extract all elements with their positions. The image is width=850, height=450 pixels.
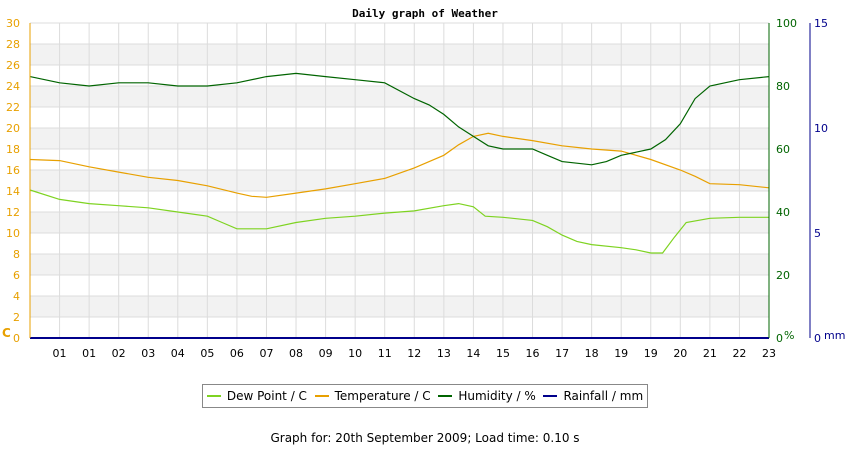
plot-bands (30, 23, 769, 338)
x-tick-label: 21 (703, 347, 717, 360)
plot-band (30, 86, 769, 107)
legend-label: Humidity / % (458, 389, 536, 403)
y-right-humidity-tick-label: 100 (776, 17, 797, 30)
plot-band (30, 107, 769, 128)
y-left-tick-label: 12 (6, 206, 20, 219)
plot-band (30, 212, 769, 233)
plot-band (30, 296, 769, 317)
x-tick-label: 20 (673, 347, 687, 360)
x-tick-label: 05 (200, 347, 214, 360)
x-tick-label: 14 (466, 347, 480, 360)
y-right-humidity-axis-label: % (784, 329, 794, 342)
x-tick-label: 18 (585, 347, 599, 360)
x-tick-label: 17 (555, 347, 569, 360)
y-left-tick-label: 26 (6, 59, 20, 72)
y-right-rainfall-tick-label: 10 (814, 122, 828, 135)
y-left-tick-label: 6 (13, 269, 20, 282)
legend: Dew Point / C Temperature / C Humidity / %… (202, 384, 648, 408)
plot-band (30, 65, 769, 86)
y-right-rainfall-tick-label: 5 (814, 227, 821, 240)
plot-band (30, 170, 769, 191)
legend-item: Rainfall / mm (543, 389, 643, 403)
y-left-tick-label: 14 (6, 185, 20, 198)
plot-band (30, 317, 769, 338)
x-tick-label: 12 (407, 347, 421, 360)
grid-lines (30, 22, 769, 339)
x-tick-label: 10 (348, 347, 362, 360)
y-left-tick-label: 28 (6, 38, 20, 51)
footer-status: Graph for: 20th September 2009; Load tim… (270, 431, 580, 445)
x-tick-label: 16 (526, 347, 540, 360)
y-left-tick-label: 16 (6, 164, 20, 177)
x-tick-label: 13 (437, 347, 451, 360)
y-left-tick-label: 8 (13, 248, 20, 261)
y-right-humidity-tick-label: 20 (776, 269, 790, 282)
x-tick-label: 09 (319, 347, 333, 360)
legend-label: Rainfall / mm (563, 389, 644, 403)
plot-band (30, 149, 769, 170)
legend-swatch (206, 395, 221, 397)
plot-band (30, 275, 769, 296)
y-right-humidity-tick-label: 0 (776, 332, 783, 345)
series-line (29, 132, 770, 198)
legend-label: Dew Point / C (226, 389, 307, 403)
y-left-tick-label: 2 (13, 311, 20, 324)
legend-item: Dew Point / C (206, 389, 307, 403)
y-left-tick-label: 18 (6, 143, 20, 156)
series-line (29, 189, 769, 254)
y-left-tick-label: 30 (6, 17, 20, 30)
y-right-rainfall-tick-label: 15 (814, 17, 828, 30)
x-tick-label: 19 (644, 347, 658, 360)
x-tick-label: 06 (230, 347, 244, 360)
legend-swatch (314, 395, 329, 397)
y-left-axis-label: C (2, 326, 11, 340)
plot-band (30, 191, 769, 212)
y-left-tick-label: 24 (6, 80, 20, 93)
y-right-humidity-tick-label: 40 (776, 206, 790, 219)
y-right-humidity-tick-label: 60 (776, 143, 790, 156)
plot-band (30, 233, 769, 254)
x-tick-label: 07 (259, 347, 273, 360)
plot-band (30, 128, 769, 149)
y-left-tick-label: 20 (6, 122, 20, 135)
chart-title: Daily graph of Weather (352, 7, 498, 20)
x-tick-label: 02 (112, 347, 126, 360)
y-right-rainfall-tick-label: 0 (814, 332, 821, 345)
series-lines (29, 72, 770, 339)
legend-swatch (543, 395, 558, 397)
x-tick-label: 04 (171, 347, 185, 360)
x-tick-label: 15 (496, 347, 510, 360)
legend-item: Temperature / C (314, 389, 431, 403)
x-tick-label: 23 (762, 347, 776, 360)
y-right-rainfall-axis-label: mm (824, 329, 845, 342)
y-left-tick-label: 10 (6, 227, 20, 240)
x-tick-label: 01 (82, 347, 96, 360)
x-tick-label: 08 (289, 347, 303, 360)
legend-label: Temperature / C (334, 389, 431, 403)
plot-band (30, 23, 769, 44)
x-tick-label: 22 (732, 347, 746, 360)
y-right-humidity-tick-label: 80 (776, 80, 790, 93)
x-tick-label: 01 (53, 347, 67, 360)
x-tick-label: 11 (378, 347, 392, 360)
series-line (29, 72, 770, 166)
y-left-tick-label: 22 (6, 101, 20, 114)
plot-band (30, 44, 769, 65)
legend-swatch (438, 395, 453, 397)
y-left-tick-label: 4 (13, 290, 20, 303)
plot-band (30, 254, 769, 275)
y-left-tick-label: 0 (13, 332, 20, 345)
x-tick-label: 03 (141, 347, 155, 360)
legend-item: Humidity / % (438, 389, 536, 403)
x-tick-label: 19 (614, 347, 628, 360)
